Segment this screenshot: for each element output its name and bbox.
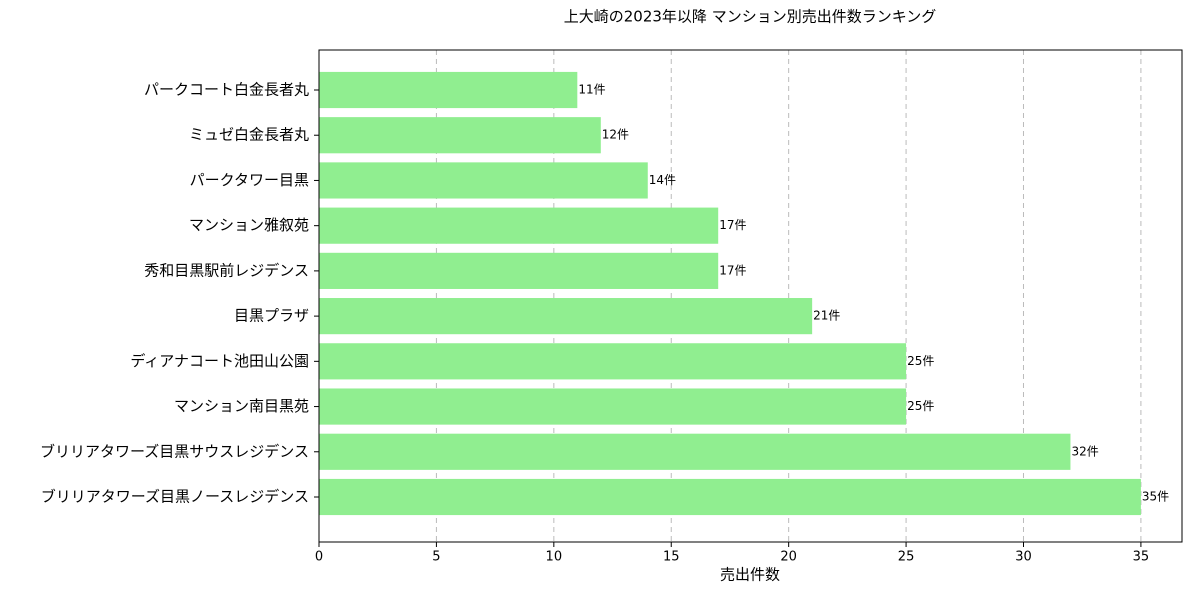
plot-frame (318, 49, 1183, 543)
y-tick-label: ブリリアタワーズ目黒サウスレジデンス (40, 442, 309, 460)
bar (319, 117, 601, 154)
y-tick-label: 秀和目黒駅前レジデンス (144, 261, 309, 279)
bar (319, 162, 648, 199)
bar (319, 388, 907, 425)
y-tick-label: ブリリアタワーズ目黒ノースレジデンス (41, 488, 309, 506)
y-tick-label: パークタワー目黒 (190, 171, 309, 189)
value-label: 12件 (602, 128, 629, 142)
value-label: 25件 (907, 354, 934, 368)
x-tick-label: 35 (1133, 550, 1150, 565)
x-tick-label: 0 (315, 550, 323, 565)
y-tick-label: マンション雅叙苑 (189, 216, 309, 234)
x-tick-label: 15 (663, 550, 680, 565)
value-label: 35件 (1142, 490, 1169, 504)
value-label: 21件 (813, 309, 840, 323)
y-tick-label: ディアナコート池田山公園 (130, 352, 309, 370)
chart-title: 上大崎の2023年以降 マンション別売出件数ランキング (564, 8, 937, 26)
x-axis-label: 売出件数 (720, 566, 780, 584)
value-label: 11件 (578, 83, 605, 97)
value-label: 17件 (719, 263, 746, 277)
value-label: 14件 (649, 173, 676, 187)
bar (319, 343, 907, 380)
x-tick-label: 30 (1015, 550, 1032, 565)
x-tick-label: 20 (780, 550, 797, 565)
bar (319, 252, 719, 289)
y-tick-label: パークコート白金長者丸 (144, 81, 309, 99)
bar (319, 207, 719, 244)
y-tick-label: マンション南目黒苑 (174, 397, 309, 415)
x-tick-label: 5 (432, 550, 440, 565)
value-label: 17件 (719, 218, 746, 232)
y-tick-label: ミュゼ白金長者丸 (189, 126, 309, 144)
bar (319, 71, 578, 109)
bar (319, 298, 813, 335)
y-tick-label: 目黒プラザ (234, 307, 309, 325)
x-tick-label: 25 (898, 550, 915, 565)
value-label: 25件 (907, 399, 934, 413)
bar (319, 433, 1071, 470)
x-tick-label: 10 (546, 550, 563, 565)
value-label: 32件 (1071, 444, 1098, 458)
bar (319, 478, 1141, 516)
